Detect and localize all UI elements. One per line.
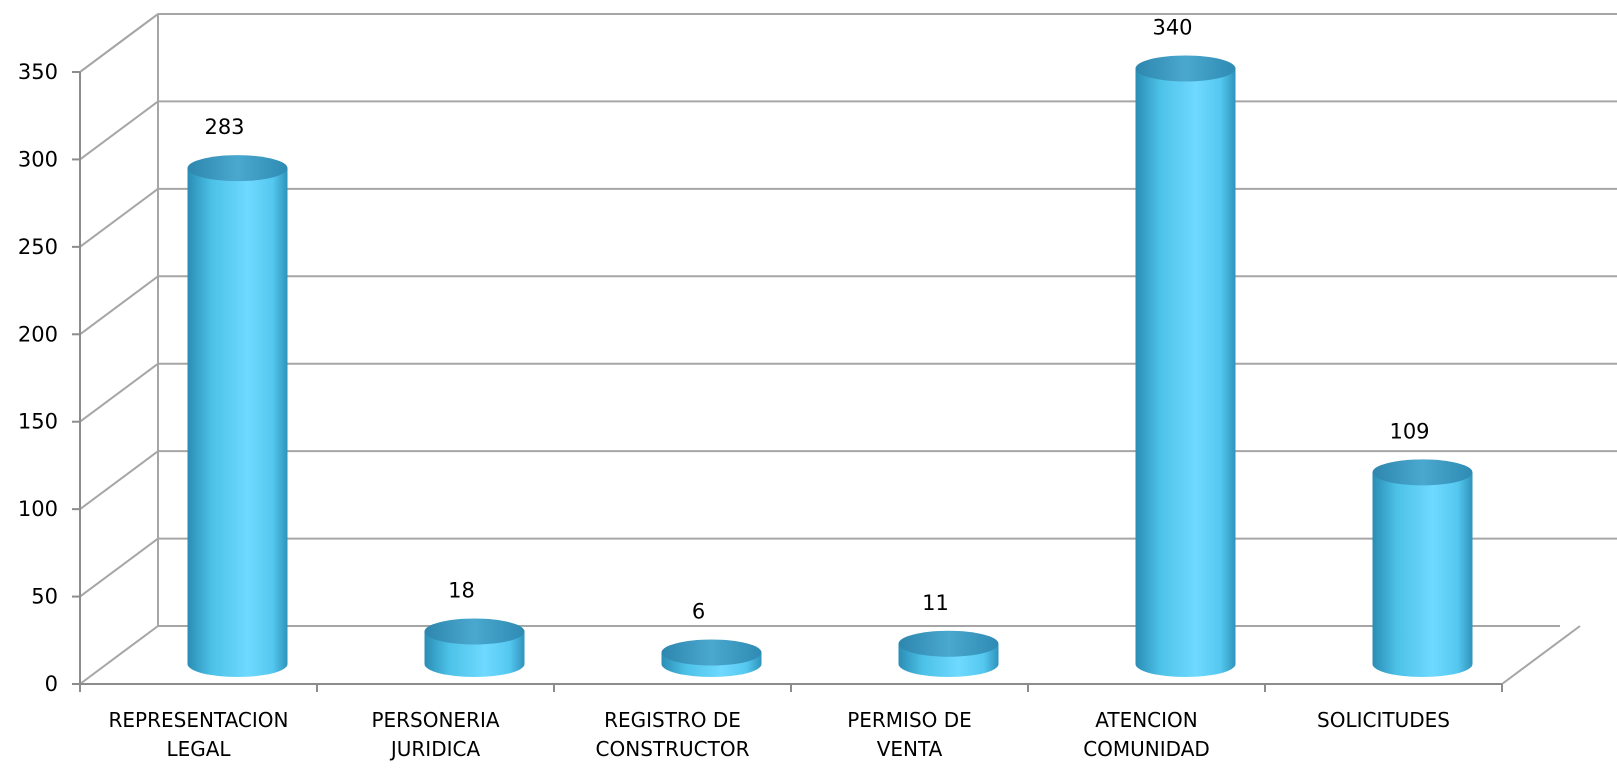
data-labels: 283 18 6 11 340 109 (204, 15, 1429, 623)
y-tick-label: 250 (18, 235, 58, 259)
gridline-side-top (79, 13, 159, 73)
category-label-line: PERSONERIA (371, 708, 499, 732)
bars (187, 55, 1473, 677)
category-label: PERSONERIA JURIDICA (371, 708, 499, 761)
gridlines (79, 13, 1617, 598)
category-label: REPRESENTACION LEGAL (109, 708, 289, 761)
gridline-side-150 (79, 362, 159, 423)
bar-cylinder-top (187, 155, 288, 182)
category-label-line: REGISTRO DE (604, 708, 741, 732)
category-label: SOLICITUDES (1317, 708, 1450, 732)
y-tick-label: 350 (18, 60, 58, 84)
gridline-side-100 (79, 450, 159, 510)
category-label: PERMISO DE VENTA (847, 708, 972, 761)
y-tick-label: 50 (31, 585, 58, 609)
y-tick-label: 0 (45, 672, 58, 696)
gridline-side-300 (79, 100, 159, 161)
y-tick-label: 100 (18, 497, 58, 521)
category-label: REGISTRO DE CONSTRUCTOR (596, 708, 750, 761)
data-label: 340 (1152, 15, 1192, 39)
x-axis-category-labels: REPRESENTACION LEGAL PERSONERIA JURIDICA REG… (109, 708, 1450, 761)
category-label-line: REPRESENTACION (109, 708, 289, 732)
category-label-line: LEGAL (166, 737, 231, 761)
category-label-line: COMUNIDAD (1083, 737, 1210, 761)
category-label-line: CONSTRUCTOR (596, 737, 750, 761)
bar-cylinder-body (1135, 68, 1236, 677)
y-tick-label: 300 (18, 147, 58, 171)
gridline-side-50 (79, 537, 159, 598)
data-label: 18 (448, 579, 475, 603)
category-label-line: VENTA (877, 737, 943, 761)
bar-cylinder-body (424, 631, 525, 677)
category-label-line: ATENCION (1095, 708, 1198, 732)
bar-4 (1135, 55, 1236, 677)
bar-0 (187, 155, 288, 677)
bar-5 (1372, 459, 1473, 677)
bar-cylinder-top (661, 639, 762, 666)
data-label: 109 (1389, 419, 1429, 443)
data-label: 11 (922, 591, 949, 615)
floor-right-edge (1501, 625, 1581, 685)
y-tick-label: 150 (18, 410, 58, 434)
data-label: 6 (692, 600, 705, 624)
y-tick-label: 200 (18, 322, 58, 346)
data-label: 283 (204, 115, 244, 139)
bar-cylinder-top (1372, 459, 1473, 486)
bar-cylinder-body (1372, 472, 1473, 677)
bar-3 (898, 630, 999, 677)
axes (72, 14, 1581, 692)
category-label: ATENCION COMUNIDAD (1083, 708, 1210, 761)
category-label-line: PERMISO DE (847, 708, 972, 732)
category-label-line: SOLICITUDES (1317, 708, 1450, 732)
bar-cylinder-top (1135, 55, 1236, 82)
y-axis-tick-labels: 0 50 100 150 200 250 300 350 (18, 60, 58, 696)
bar-1 (424, 618, 525, 677)
bar-2 (661, 639, 762, 677)
category-label-line: JURIDICA (389, 737, 481, 761)
floor-side-edge (79, 625, 159, 685)
bar-cylinder-top (898, 630, 999, 657)
gridline-side-200 (79, 275, 159, 336)
bar-cylinder-top (424, 618, 525, 645)
bar-cylinder-body (187, 168, 288, 677)
gridline-side-250 (79, 188, 159, 248)
